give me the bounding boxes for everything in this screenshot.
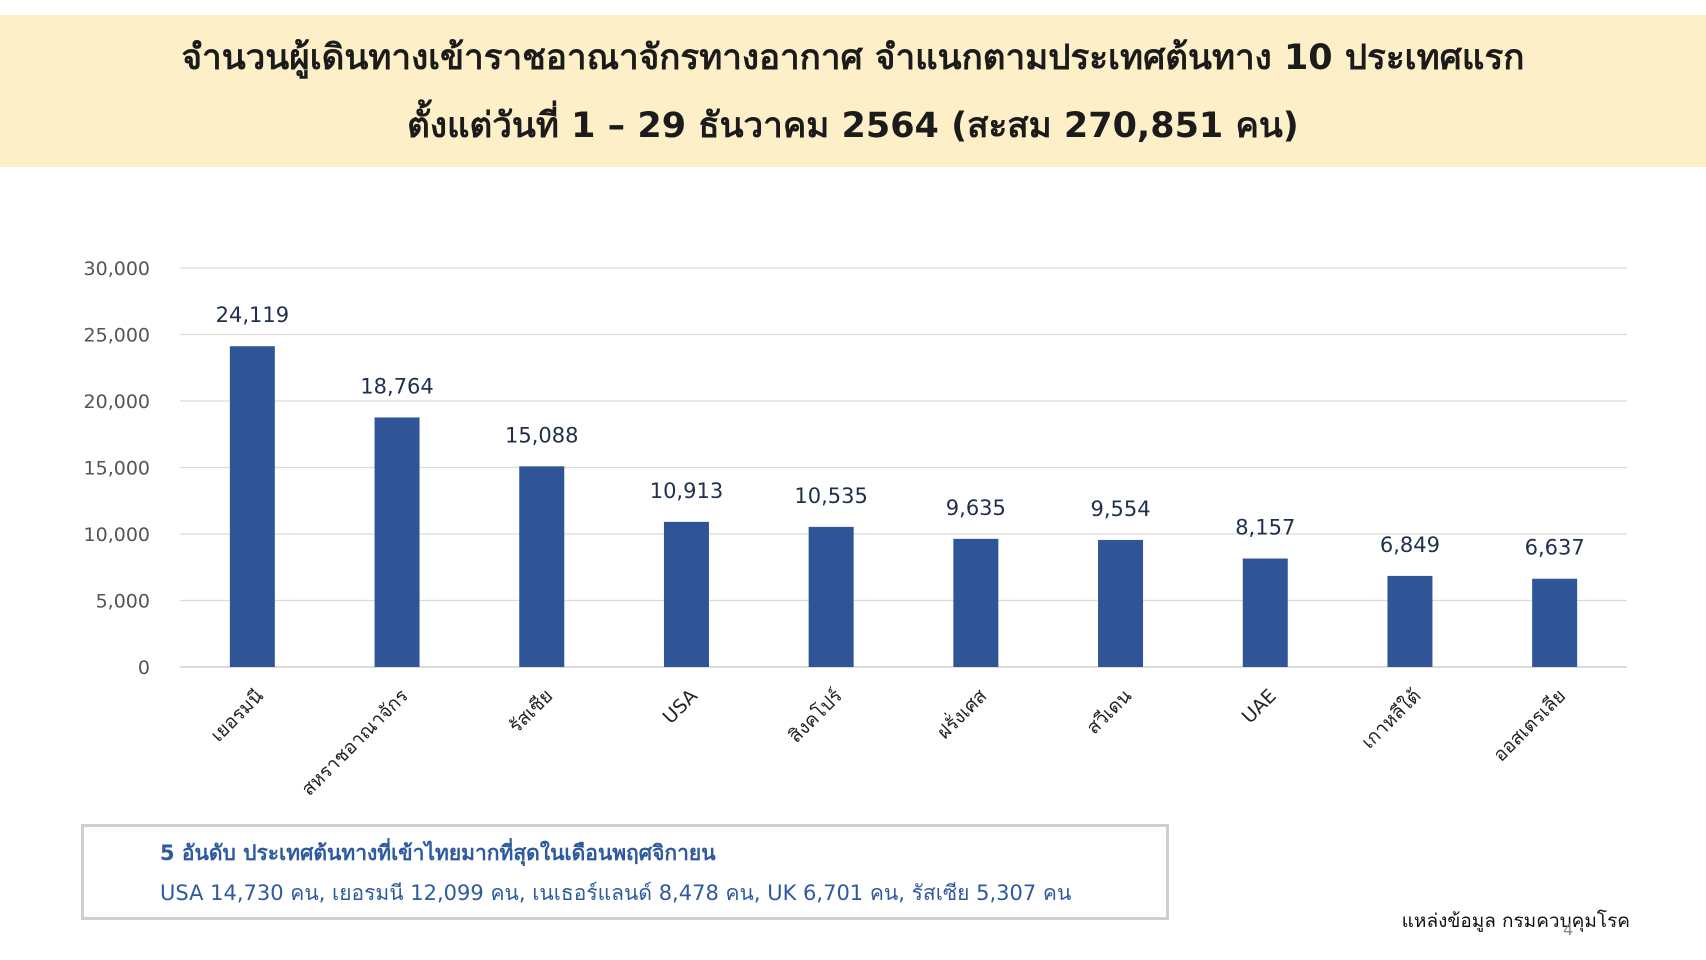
bar xyxy=(663,521,709,667)
category-label: สิงคโปร์ xyxy=(784,684,847,747)
data-label: 18,764 xyxy=(360,374,433,398)
data-label: 6,849 xyxy=(1380,533,1440,557)
data-label: 9,635 xyxy=(946,496,1006,520)
y-tick-label: 10,000 xyxy=(84,524,150,546)
category-label: สหราชอาณาจักร xyxy=(297,685,412,800)
category-label: ฝรั่งเศส xyxy=(931,683,992,744)
note-text: USA 14,730 คน, เยอรมนี 12,099 คน, เนเธอร… xyxy=(160,881,1072,905)
source-credit: แหล่งข้อมูล กรมควบคุมโรค xyxy=(1401,910,1630,932)
page-title: จำนวนผู้เดินทางเข้าราชอาณาจักรทางอากาศ จ… xyxy=(181,38,1525,78)
category-label: เยอรมนี xyxy=(207,685,268,746)
category-label: เกาหลีใต้ xyxy=(1357,685,1425,753)
page-number: 4 xyxy=(1563,920,1574,939)
category-label: UAE xyxy=(1238,685,1281,728)
bar xyxy=(808,526,854,667)
bar xyxy=(519,466,565,667)
bar xyxy=(1242,558,1288,667)
data-label: 9,554 xyxy=(1090,497,1150,521)
y-tick-label: 0 xyxy=(138,657,150,679)
data-label: 6,637 xyxy=(1525,536,1585,560)
data-label: 10,535 xyxy=(794,484,867,508)
y-tick-label: 30,000 xyxy=(84,258,150,280)
bar xyxy=(229,346,275,667)
bar xyxy=(1532,578,1578,667)
data-label: 24,119 xyxy=(216,303,289,327)
data-label: 10,913 xyxy=(650,479,723,503)
y-tick-label: 5,000 xyxy=(96,591,150,613)
bar xyxy=(1098,539,1144,667)
y-tick-label: 15,000 xyxy=(84,458,150,480)
category-label: รัสเซีย xyxy=(505,685,558,738)
bar xyxy=(374,417,420,667)
data-label: 8,157 xyxy=(1235,516,1295,540)
y-tick-label: 20,000 xyxy=(84,391,150,413)
bar xyxy=(1387,575,1433,667)
note-heading: 5 อันดับ ประเทศต้นทางที่เข้าไทยมากที่สุด… xyxy=(160,841,716,865)
title-band xyxy=(0,15,1706,167)
bar xyxy=(953,538,999,667)
november-top5-note: 5 อันดับ ประเทศต้นทางที่เข้าไทยมากที่สุด… xyxy=(81,824,1169,920)
y-tick-label: 25,000 xyxy=(84,325,150,347)
category-label: สวีเดน xyxy=(1082,685,1136,739)
category-label: USA xyxy=(659,685,702,728)
data-label: 15,088 xyxy=(505,423,578,447)
category-label: ออสเตรเลีย xyxy=(1489,685,1570,766)
page-subtitle: ตั้งแต่วันที่ 1 – 29 ธันวาคม 2564 (สะสม … xyxy=(407,106,1299,146)
